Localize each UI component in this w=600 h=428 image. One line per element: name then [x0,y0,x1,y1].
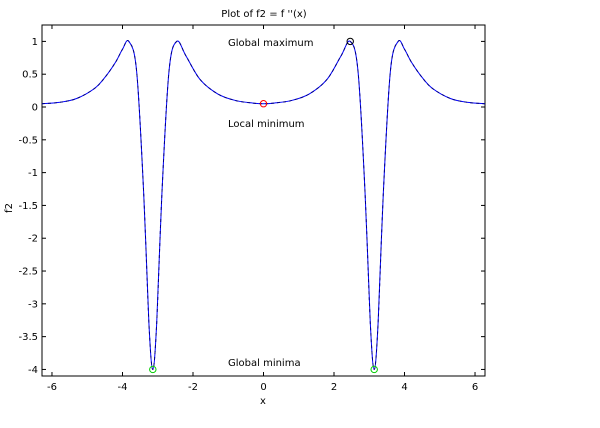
y-tick-label: 0 [32,103,38,114]
marker-local-minimum [259,100,268,108]
y-axis-label: f2 [4,203,15,213]
y-tick-label: -2.5 [18,267,38,278]
x-tick-label: -2 [188,382,198,393]
plot-area [41,24,486,377]
y-tick-label: -4 [28,365,38,376]
y-tick-label: 0.5 [22,70,38,81]
y-tick-label: -1.5 [18,201,38,212]
x-axis-label: x [260,396,266,407]
y-tick-label: 1 [32,37,38,48]
x-tick-label: -6 [47,382,57,393]
chart-title: Plot of f2 = f ''(x) [221,9,306,20]
y-tick-label: -1 [28,168,38,179]
x-tick-label: 2 [331,382,337,393]
x-axis: -6 -4 -2 0 2 4 6 [47,25,478,393]
x-tick-label: -4 [117,382,127,393]
series-line [41,40,486,370]
x-tick-label: 6 [472,382,478,393]
marker-global-minima [370,365,378,374]
y-tick-label: -3.5 [18,332,38,343]
y-tick-label: -3 [28,299,38,310]
y-tick-label: -0.5 [18,135,38,146]
y-axis: 1 0.5 0 -0.5 -1 -1.5 -2 -2.5 -3 -3.5 -4 [18,37,485,376]
marker-global-minima [149,365,157,374]
y-tick-label: -2 [28,234,38,245]
marker-layer [149,37,378,374]
annotation-global-maximum: Global maximum [228,38,313,49]
annotation-local-minimum: Local minimum [228,119,305,130]
x-tick-label: 4 [401,382,407,393]
marker-global-maximum [346,37,354,46]
annotation-global-minima: Global minima [228,358,301,369]
x-tick-label: 0 [260,382,266,393]
